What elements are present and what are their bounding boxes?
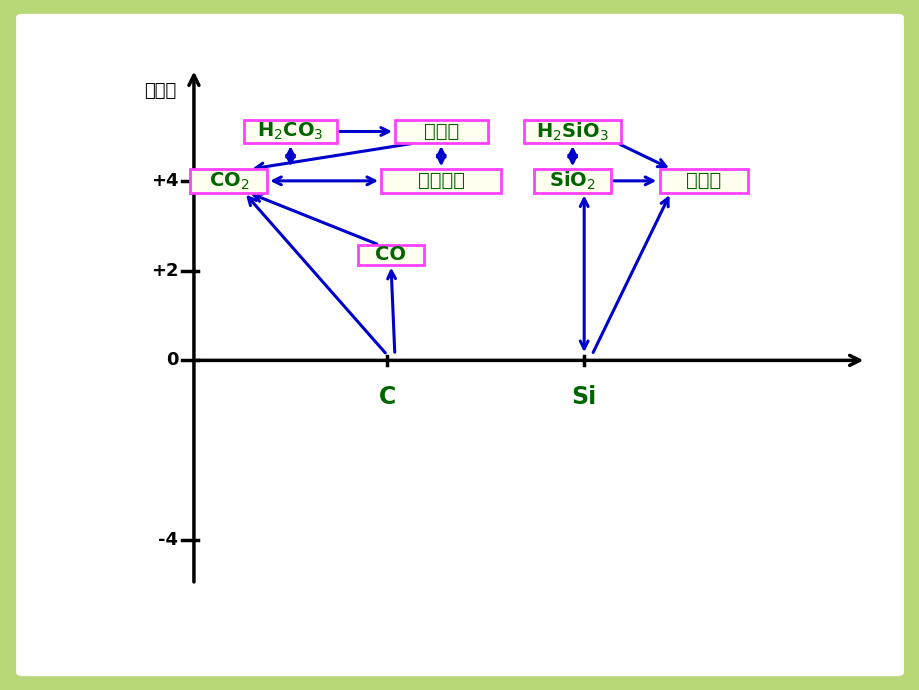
FancyBboxPatch shape [244, 120, 336, 143]
Text: H$_2$SiO$_3$: H$_2$SiO$_3$ [536, 120, 608, 143]
FancyBboxPatch shape [524, 120, 620, 143]
Text: H$_2$CO$_3$: H$_2$CO$_3$ [257, 121, 323, 142]
FancyBboxPatch shape [190, 169, 267, 193]
Text: -4: -4 [158, 531, 178, 549]
FancyBboxPatch shape [533, 169, 610, 193]
Text: 0: 0 [165, 351, 178, 369]
FancyBboxPatch shape [381, 169, 501, 193]
Text: +2: +2 [151, 262, 178, 279]
FancyBboxPatch shape [357, 245, 424, 265]
Text: CO: CO [375, 246, 406, 264]
Text: 碳酸氢盐: 碳酸氢盐 [417, 171, 464, 190]
Text: +4: +4 [151, 172, 178, 190]
Text: 碳酸盐: 碳酸盐 [423, 122, 459, 141]
Text: SiO$_2$: SiO$_2$ [549, 170, 596, 192]
Text: 硅酸盐: 硅酸盐 [686, 171, 720, 190]
Text: 化合价: 化合价 [143, 82, 176, 100]
Text: Si: Si [571, 385, 596, 409]
FancyBboxPatch shape [659, 169, 748, 193]
Text: C: C [378, 385, 395, 409]
Text: CO$_2$: CO$_2$ [209, 170, 249, 192]
FancyBboxPatch shape [394, 120, 487, 143]
